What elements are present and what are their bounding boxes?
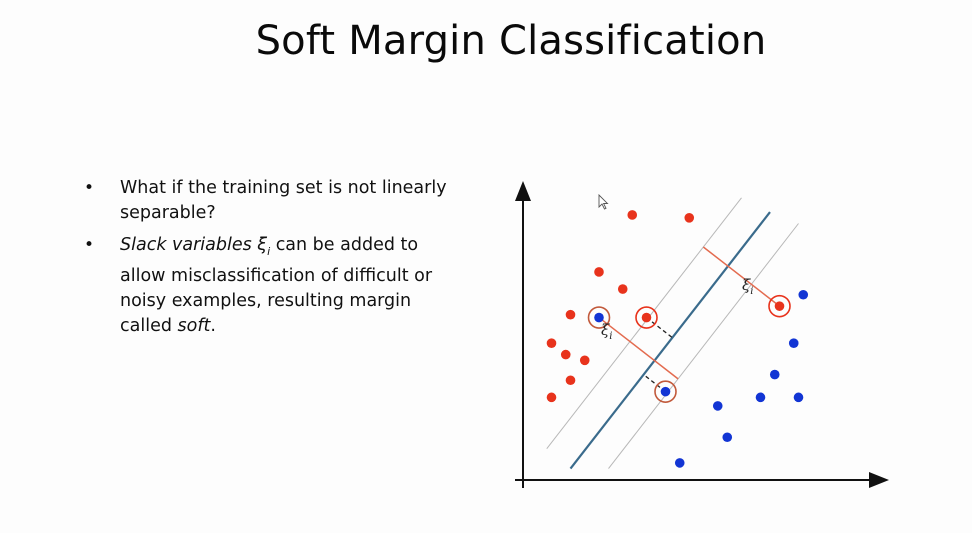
- bullet-item: • Slack variables ξi can be added to all…: [84, 233, 464, 339]
- blue-point: [594, 312, 604, 323]
- svm-figure: ξi ξi: [515, 181, 889, 488]
- slack-label: ξi: [601, 321, 612, 342]
- slack-label-symbol: ξ: [601, 321, 610, 339]
- blue-point: [660, 386, 671, 397]
- decision-boundary: [569, 211, 771, 470]
- slack-segment: [643, 374, 666, 393]
- blue-point: [788, 338, 799, 348]
- slack-segment: [598, 316, 679, 380]
- red-point: [565, 309, 576, 320]
- blue-point: [755, 392, 766, 403]
- slack-symbol-subscript: i: [267, 245, 271, 258]
- bullet-end: .: [210, 316, 216, 336]
- blue-point: [769, 369, 780, 380]
- red-point: [546, 338, 557, 348]
- red-point: [546, 392, 557, 403]
- red-point: [579, 355, 590, 366]
- bullet-middle-text: can be added to allow misclassification …: [120, 235, 433, 336]
- margin-lines: [546, 197, 799, 470]
- bullet-tail-italic: soft: [177, 316, 211, 336]
- red-point: [641, 312, 652, 323]
- blue-point: [793, 392, 804, 403]
- bullet-item: • What if the training set is not linear…: [84, 176, 464, 226]
- data-points: [546, 210, 809, 468]
- bullet-dot: •: [84, 235, 95, 255]
- bullet-lead-italic: Slack variables: [120, 235, 258, 255]
- margin-line: [546, 197, 742, 449]
- slide-title: Soft Margin Classification: [255, 18, 767, 64]
- bullet-list: • What if the training set is not linear…: [84, 176, 464, 346]
- circled-point-ring: [587, 306, 611, 329]
- slack-label-subscript: i: [609, 331, 612, 342]
- red-point: [565, 375, 576, 386]
- slack-label-subscript: i: [750, 286, 753, 297]
- slack-lines: [598, 246, 780, 393]
- slack-symbol: ξ: [257, 235, 268, 255]
- red-point: [560, 349, 571, 360]
- blue-point: [722, 432, 733, 443]
- circled-point-ring: [768, 294, 791, 318]
- circled-point-ring: [654, 380, 677, 403]
- slack-segment: [646, 317, 673, 339]
- red-point: [684, 213, 695, 223]
- margin-line: [608, 223, 799, 469]
- red-point: [617, 284, 628, 294]
- slack-label-symbol: ξ: [742, 276, 751, 294]
- axes: [515, 181, 889, 488]
- slack-segment: [702, 246, 780, 307]
- circled-point-ring: [635, 306, 658, 329]
- mouse-cursor-icon: [598, 194, 609, 210]
- bullet-dot: •: [84, 178, 95, 198]
- blue-point: [798, 289, 809, 300]
- slack-label: ξi: [742, 276, 753, 297]
- blue-point: [712, 401, 723, 411]
- red-point: [774, 301, 785, 311]
- red-point: [627, 210, 638, 220]
- blue-point: [674, 458, 685, 468]
- red-point: [594, 267, 604, 277]
- bullet-text: What if the training set is not linearly…: [120, 178, 447, 223]
